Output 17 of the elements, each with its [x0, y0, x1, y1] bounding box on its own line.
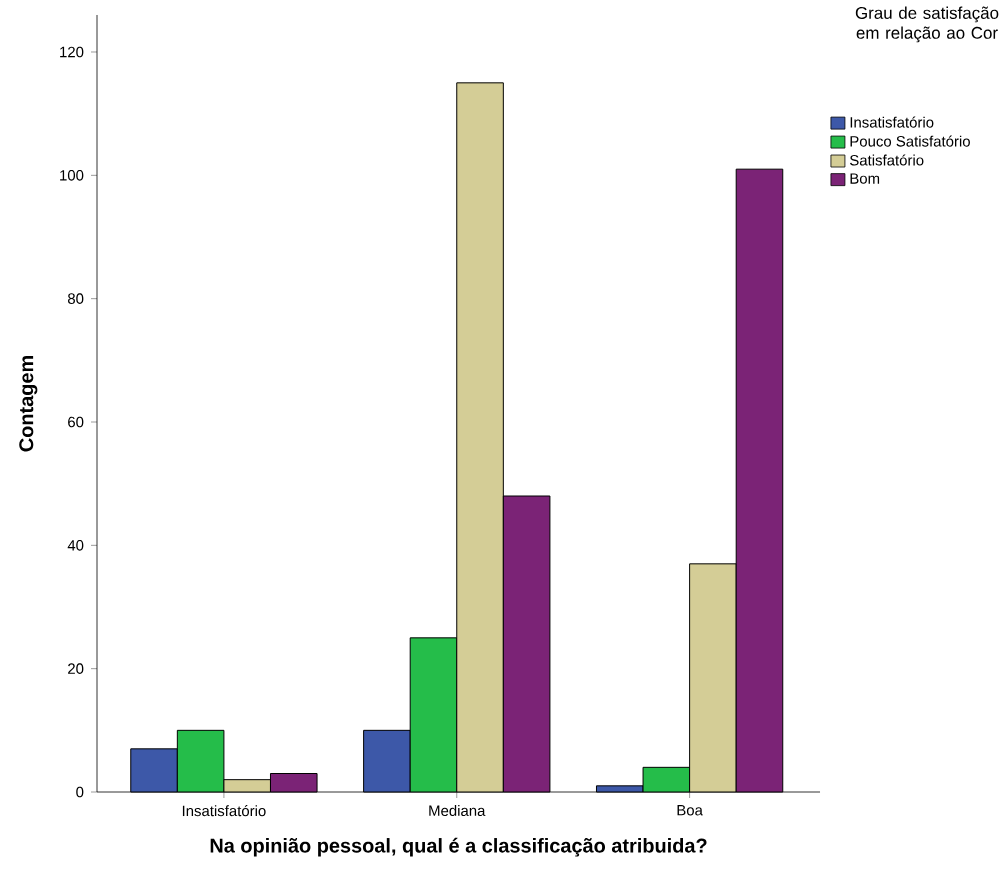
y-tick-label: 20: [68, 663, 84, 674]
y-tick-label: 0: [76, 786, 84, 798]
x-tick-label: Insatisfatório: [182, 805, 266, 817]
legend-label: Bom: [850, 173, 880, 184]
legend-title: Grau de satisfação em relação ao Cor: [855, 6, 999, 43]
legend-label: Pouco Satisfatório: [850, 135, 970, 147]
y-tick-label: 100: [60, 170, 84, 181]
y-tick-label: 80: [67, 293, 84, 304]
legend-label: Satisfatório: [850, 154, 924, 166]
y-axis-title: Contagem: [19, 356, 38, 452]
y-tick-label: 120: [60, 46, 84, 58]
x-axis-title: Na opinião pessoal, qual é a classificação atribuida?: [210, 837, 707, 857]
x-tick-label: Boa: [677, 805, 703, 816]
y-tick-label: 40: [67, 540, 84, 551]
x-tick-label: Mediana: [429, 805, 486, 817]
legend-label: Insatisfatório: [850, 116, 934, 128]
y-tick-label: 60: [68, 416, 84, 428]
